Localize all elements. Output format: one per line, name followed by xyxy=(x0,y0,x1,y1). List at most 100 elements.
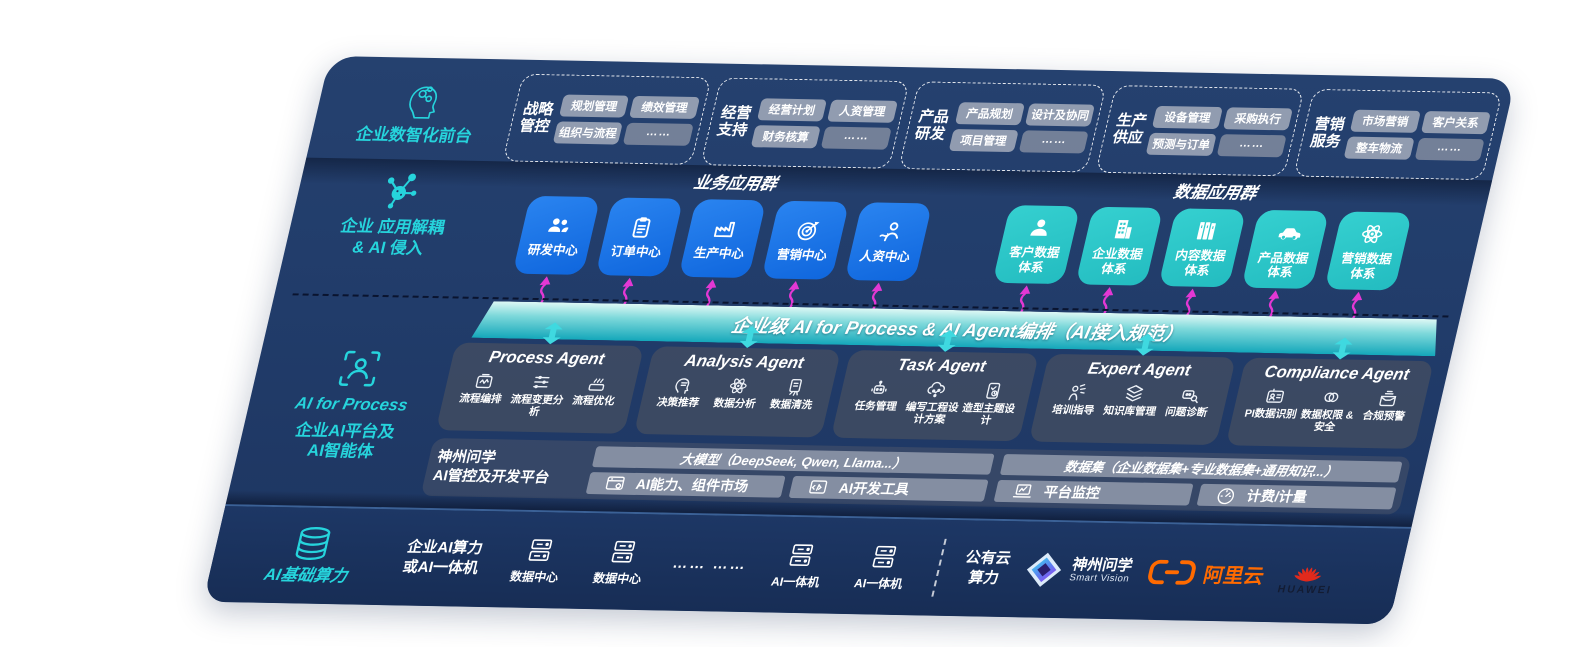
app-layer: 业务应用群 研发中心 订单中心 xyxy=(470,165,1481,331)
front-group-supply: 生产 供应 设备管理 采购执行 预测与订单 …… xyxy=(1095,85,1305,177)
agent-item: 数据权限 & 安全 xyxy=(1292,386,1362,444)
chip: 组织与流程 xyxy=(552,120,624,145)
books-icon xyxy=(1196,222,1216,240)
agent-item: 培训指导 xyxy=(1038,381,1108,439)
agent-layer-label-en: AI for Process xyxy=(293,394,410,415)
ai-market-icon xyxy=(605,476,625,490)
app-box-production-center: 生产中心 xyxy=(678,199,767,279)
data-box-enterprise: 企业数据 体系 xyxy=(1075,206,1164,286)
vendor-smart-vision: 神州问学 Smart Vision xyxy=(1021,551,1136,591)
diagnosis-icon xyxy=(1182,390,1198,404)
server-rack-icon xyxy=(528,538,553,561)
front-group-product: 产品 研发 产品规划 设计及协同 项目管理 …… xyxy=(897,81,1108,173)
agent-card-compliance: Compliance Agent PI数据识别 数据权限 & 安全 合规预警 xyxy=(1225,337,1434,449)
server-rack-icon xyxy=(872,545,897,568)
agent-item: 编写工程设计方案 xyxy=(897,378,967,436)
chip-more: …… xyxy=(1414,137,1485,161)
molecule-icon xyxy=(387,173,417,209)
atom-icon xyxy=(1362,225,1383,244)
data-box-label: 营销数据 体系 xyxy=(1339,251,1393,281)
chip: 经营计划 xyxy=(756,97,828,121)
chip: 设计及协同 xyxy=(1024,102,1096,127)
vendor-huawei: HUAWEI xyxy=(1276,554,1339,596)
data-box-product: 产品数据 体系 xyxy=(1241,209,1330,289)
agent-card-expert: Expert Agent 培训指导 知识库管理 问题诊断 xyxy=(1028,333,1237,446)
agent-item: 问题诊断 xyxy=(1151,383,1221,441)
agent-item: 合规预警 xyxy=(1349,387,1419,445)
flow-change-icon xyxy=(532,375,550,389)
agent-title: Expert Agent xyxy=(1086,359,1193,380)
agent-item: PI数据识别 xyxy=(1236,385,1306,443)
ellipsis: …… …… xyxy=(671,554,750,573)
ai-market-cell: AI能力、组件市场 xyxy=(585,472,786,498)
chip: 规划管理 xyxy=(559,94,630,118)
building-icon xyxy=(1114,220,1132,239)
training-icon xyxy=(1068,384,1086,401)
business-group-title: 业务应用群 xyxy=(691,174,779,194)
data-box-label: 内容数据 体系 xyxy=(1173,248,1228,278)
chip: 人资管理 xyxy=(827,99,898,123)
data-box-customer: 客户数据 体系 xyxy=(992,205,1081,285)
double-arrow-icon xyxy=(937,329,958,352)
cell-label: AI能力、组件市场 xyxy=(634,475,750,495)
platform-label: 神州问学 AI管控及开发平台 xyxy=(431,449,551,487)
data-analysis-atom-icon xyxy=(730,378,748,394)
data-box-label: 客户数据 体系 xyxy=(1007,245,1062,275)
chip: 市场营销 xyxy=(1350,109,1421,133)
vendor-name: HUAWEI xyxy=(1276,582,1334,596)
app-box-rnd-center: 研发中心 xyxy=(512,195,601,275)
app-wrap: 研发中心 xyxy=(503,195,601,317)
data-box-marketing: 营销数据 体系 xyxy=(1324,211,1413,291)
target-icon xyxy=(797,222,820,241)
double-arrow-icon xyxy=(740,326,760,349)
double-arrow-icon xyxy=(542,322,563,345)
data-permission-icon xyxy=(1324,392,1339,403)
server-rack-icon xyxy=(789,543,814,566)
platform-layer: 神州问学 AI管控及开发平台 大模型（DeepSeek, Qwen, Llama… xyxy=(420,438,1412,515)
car-icon xyxy=(1278,227,1301,240)
data-clean-icon xyxy=(789,378,802,396)
vendor-aliyun: 阿里云 xyxy=(1145,557,1268,589)
ai-appliance-node: AI一体机 xyxy=(761,540,838,590)
chip-more: …… xyxy=(820,126,892,150)
node-label: 数据中心 xyxy=(591,570,643,586)
datacenter-node: 数据中心 xyxy=(582,537,659,587)
chip: 整车物流 xyxy=(1343,136,1415,160)
agent-item-label: 合规预警 xyxy=(1361,409,1407,423)
dashed-divider xyxy=(931,538,947,597)
agent-card-analysis: Analysis Agent 决策推荐 数据分析 数据清洗 xyxy=(633,326,842,438)
agent-card-task: Task Agent 任务管理 编写工程设计方案 造型主题设计 xyxy=(830,329,1039,442)
chip-more: …… xyxy=(1216,133,1287,157)
agent-layer-side: AI for Process 企业AI平台及 AI智能体 xyxy=(252,347,450,464)
front-group-marketing: 营销 服务 市场营销 客户关系 整车物流 …… xyxy=(1293,88,1503,181)
front-layer-side: 企业数智化前台 xyxy=(325,72,514,148)
chip: 绩效管理 xyxy=(629,95,700,119)
cell-label: 平台监控 xyxy=(1042,483,1102,501)
smart-vision-logo-icon xyxy=(1027,552,1062,587)
front-group-title: 战略 管控 xyxy=(517,100,556,136)
agent-item-label: PI数据识别 xyxy=(1243,407,1299,421)
agent-item-label: 数据权限 & 安全 xyxy=(1299,408,1355,433)
vendor-subtitle: Smart Vision xyxy=(1068,572,1131,585)
task-robot-icon xyxy=(871,380,888,394)
front-group-title: 经营 支持 xyxy=(715,104,754,139)
flow-orchestration-icon xyxy=(475,373,493,389)
id-card-icon xyxy=(1265,388,1284,403)
agent-item: 任务管理 xyxy=(841,377,911,435)
infra-label: AI基础算力 xyxy=(262,566,349,586)
app-box-marketing-center: 营销中心 xyxy=(761,200,850,280)
agent-title: Task Agent xyxy=(895,355,988,376)
agent-item-label: 任务管理 xyxy=(853,400,898,413)
platform-monitor-cell: 平台监控 xyxy=(993,479,1194,506)
ai-appliance-node: AI一体机 xyxy=(844,542,921,592)
chip: 财务核算 xyxy=(750,124,822,148)
front-group-title: 产品 研发 xyxy=(913,108,952,143)
agent-item: 数据分析 xyxy=(700,374,770,432)
main-panel: 企业数智化前台 战略 管控 规划管理 绩效管理 组织与流程 …… 经营 支持 经… xyxy=(203,56,1516,625)
chip-more: …… xyxy=(1018,129,1090,153)
data-box-content: 内容数据 体系 xyxy=(1158,208,1247,288)
flow-optimize-icon xyxy=(588,378,605,391)
factory-icon xyxy=(713,222,736,238)
database-icon xyxy=(295,527,331,561)
